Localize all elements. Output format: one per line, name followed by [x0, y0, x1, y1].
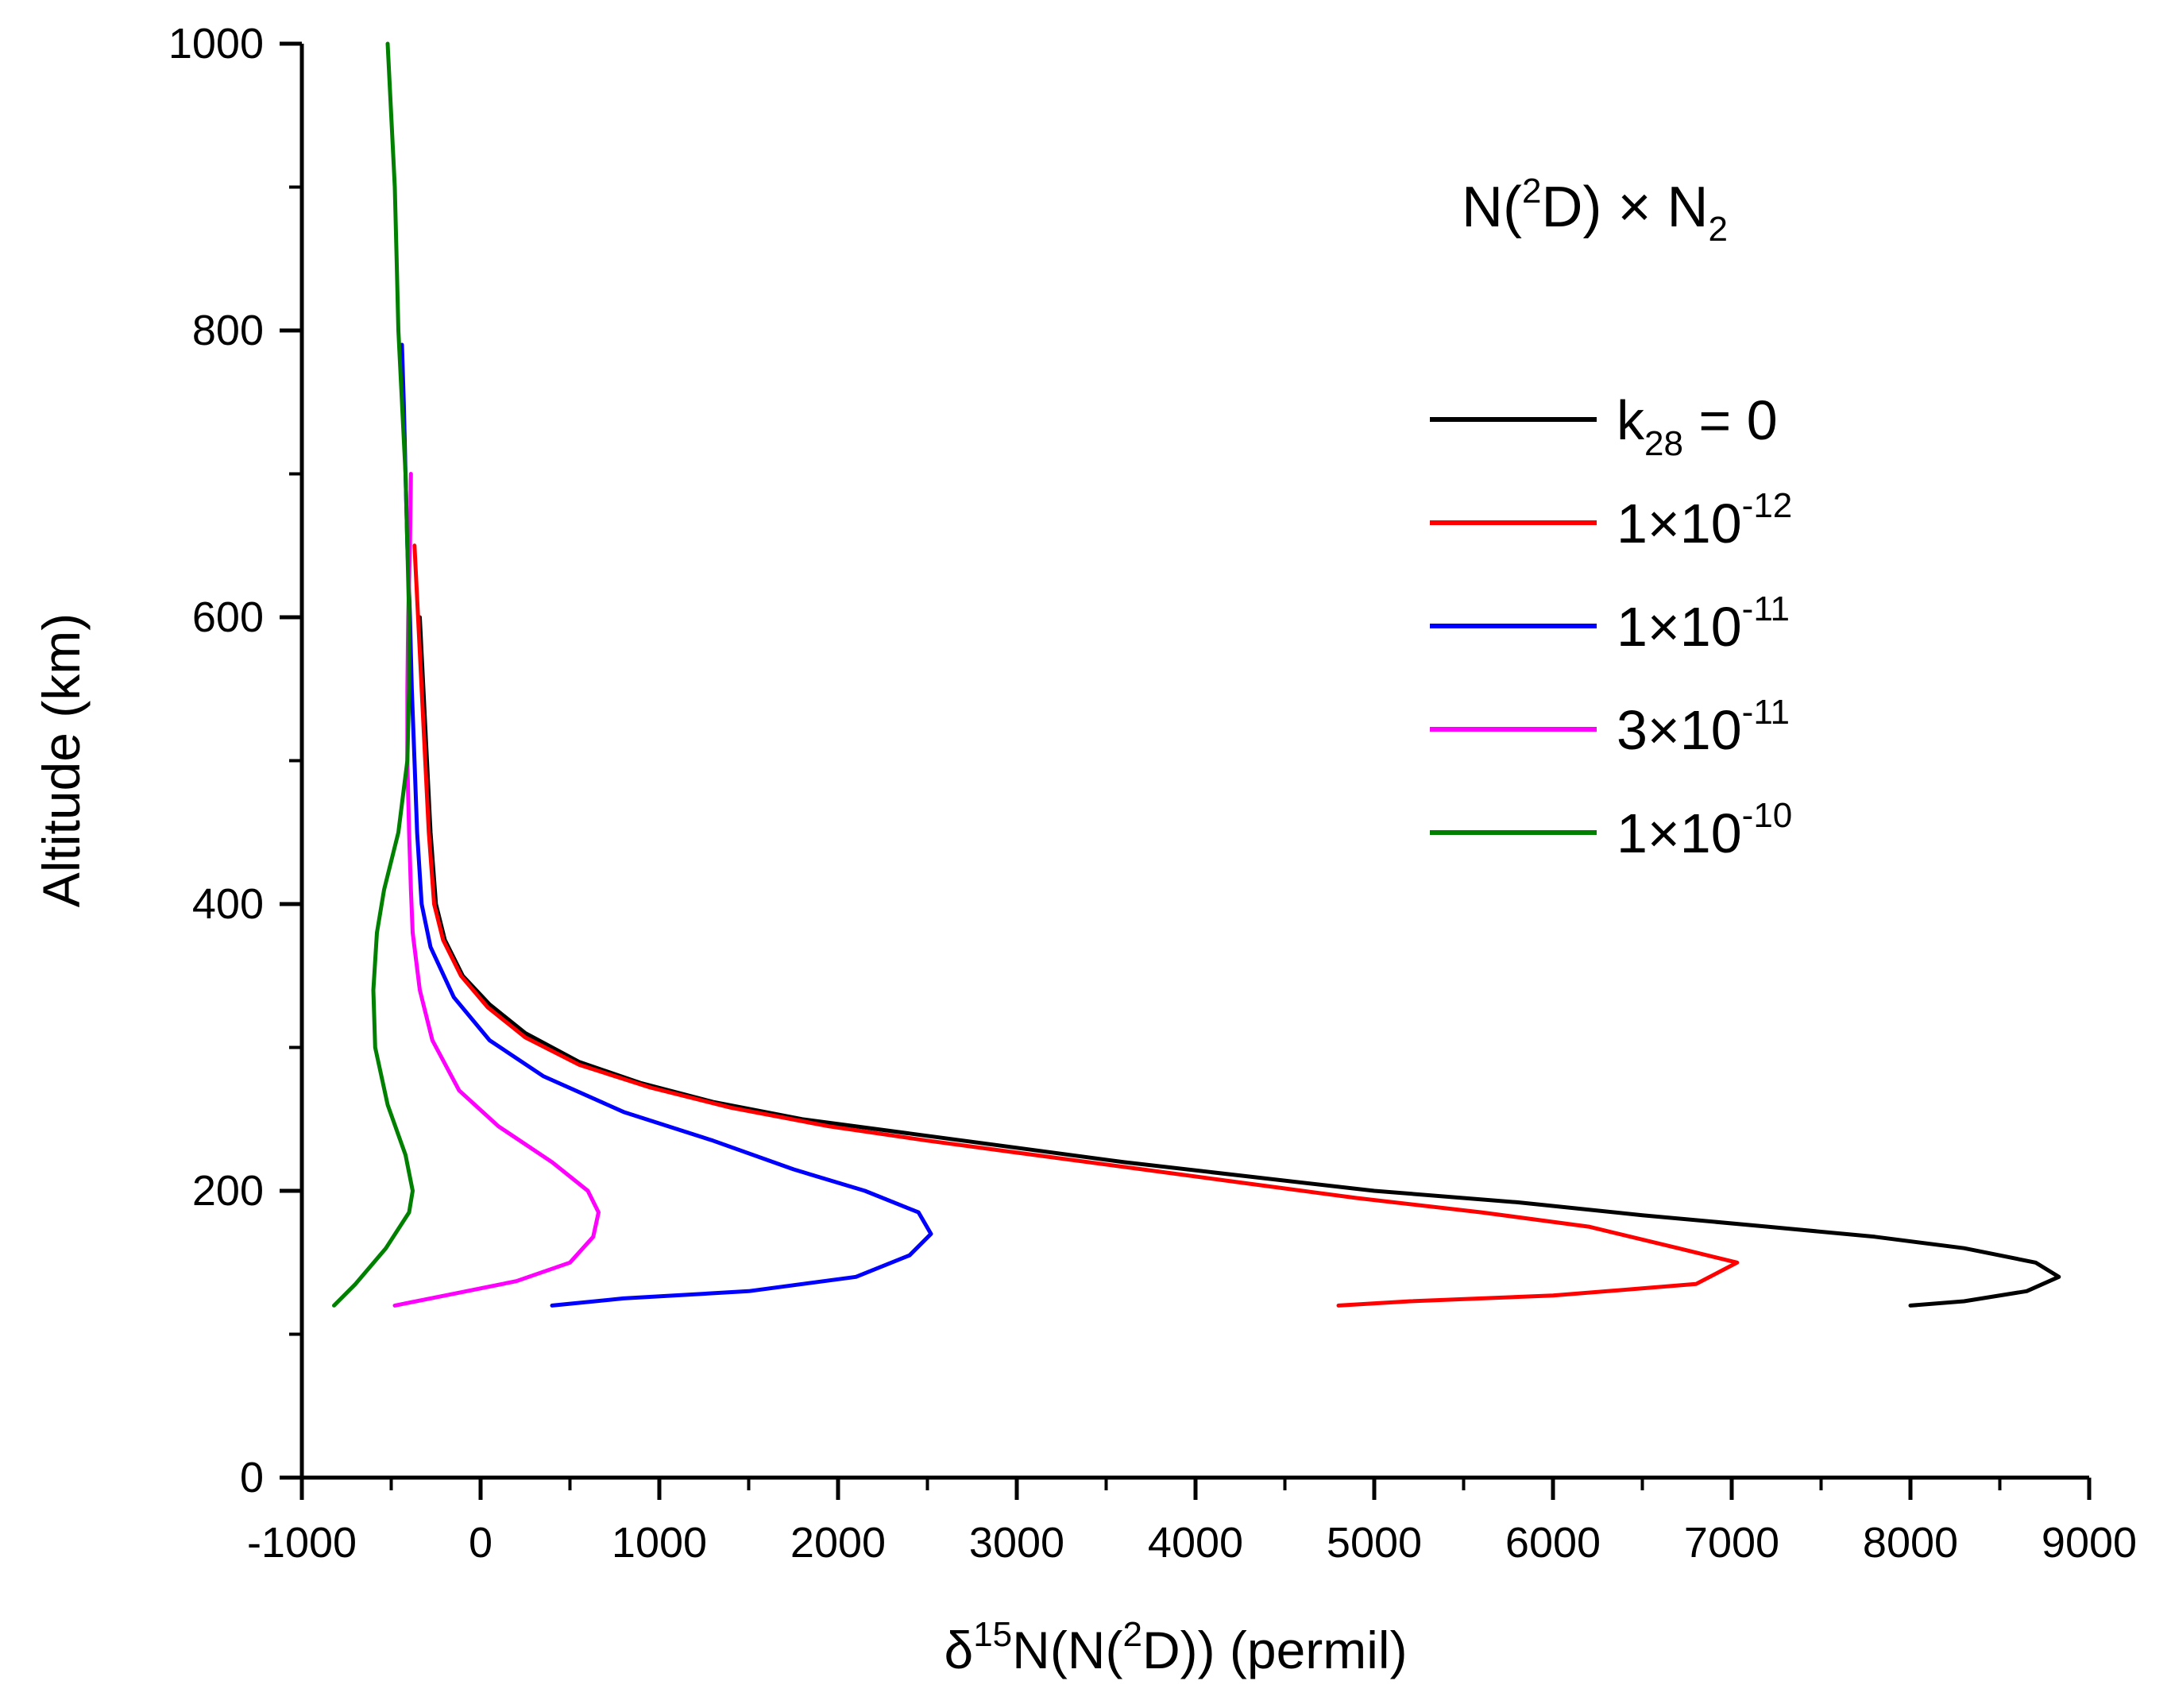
y-ticks: 0 200 400 600 800 1000	[168, 20, 302, 1501]
x-tick-label: 4000	[1148, 1519, 1243, 1567]
y-axis-title: Altitude (km)	[32, 613, 91, 907]
x-axis-title: δ15N(N(2D)) (permil)	[944, 1615, 1407, 1679]
x-tick-label: 5000	[1327, 1519, 1422, 1567]
series-line-1	[412, 543, 1740, 1308]
y-tick-label: 600	[192, 593, 264, 641]
y-tick-label: 200	[192, 1167, 264, 1215]
y-tick-label: 400	[192, 880, 264, 928]
legend-label-3: 3×10-11	[1617, 693, 1790, 761]
x-tick-label: 6000	[1505, 1519, 1601, 1567]
legend-label-2: 1×10-11	[1617, 589, 1790, 658]
y-tick-label: 1000	[168, 20, 264, 68]
x-tick-label: 2000	[790, 1519, 886, 1567]
x-tick-label: 9000	[2042, 1519, 2137, 1567]
x-tick-label: 0	[469, 1519, 493, 1567]
x-tick-label: -1000	[247, 1519, 357, 1567]
legend: k28 = 0 1×10-12 1×10-11 3×10-11 1×10-10	[1430, 389, 1792, 864]
y-tick-label: 800	[192, 307, 264, 354]
x-tick-label: 1000	[612, 1519, 707, 1567]
series-line-2	[400, 342, 933, 1308]
x-tick-label: 8000	[1863, 1519, 1958, 1567]
series-line-4	[332, 41, 415, 1308]
x-tick-label: 3000	[969, 1519, 1064, 1567]
legend-label-4: 1×10-10	[1617, 796, 1792, 864]
y-tick-label: 0	[240, 1454, 264, 1501]
series-line-3	[392, 472, 601, 1308]
legend-label-0: k28 = 0	[1617, 389, 1778, 463]
series-line-0	[418, 615, 2061, 1308]
x-ticks: -1000 0 1000 2000 3000 4000 5000 6000 7000 8000 90…	[247, 1478, 2137, 1567]
legend-label-1: 1×10-12	[1617, 486, 1792, 555]
x-tick-label: 7000	[1684, 1519, 1779, 1567]
legend-title: N(2D) × N2	[1462, 172, 1728, 249]
series-group	[332, 41, 2061, 1308]
